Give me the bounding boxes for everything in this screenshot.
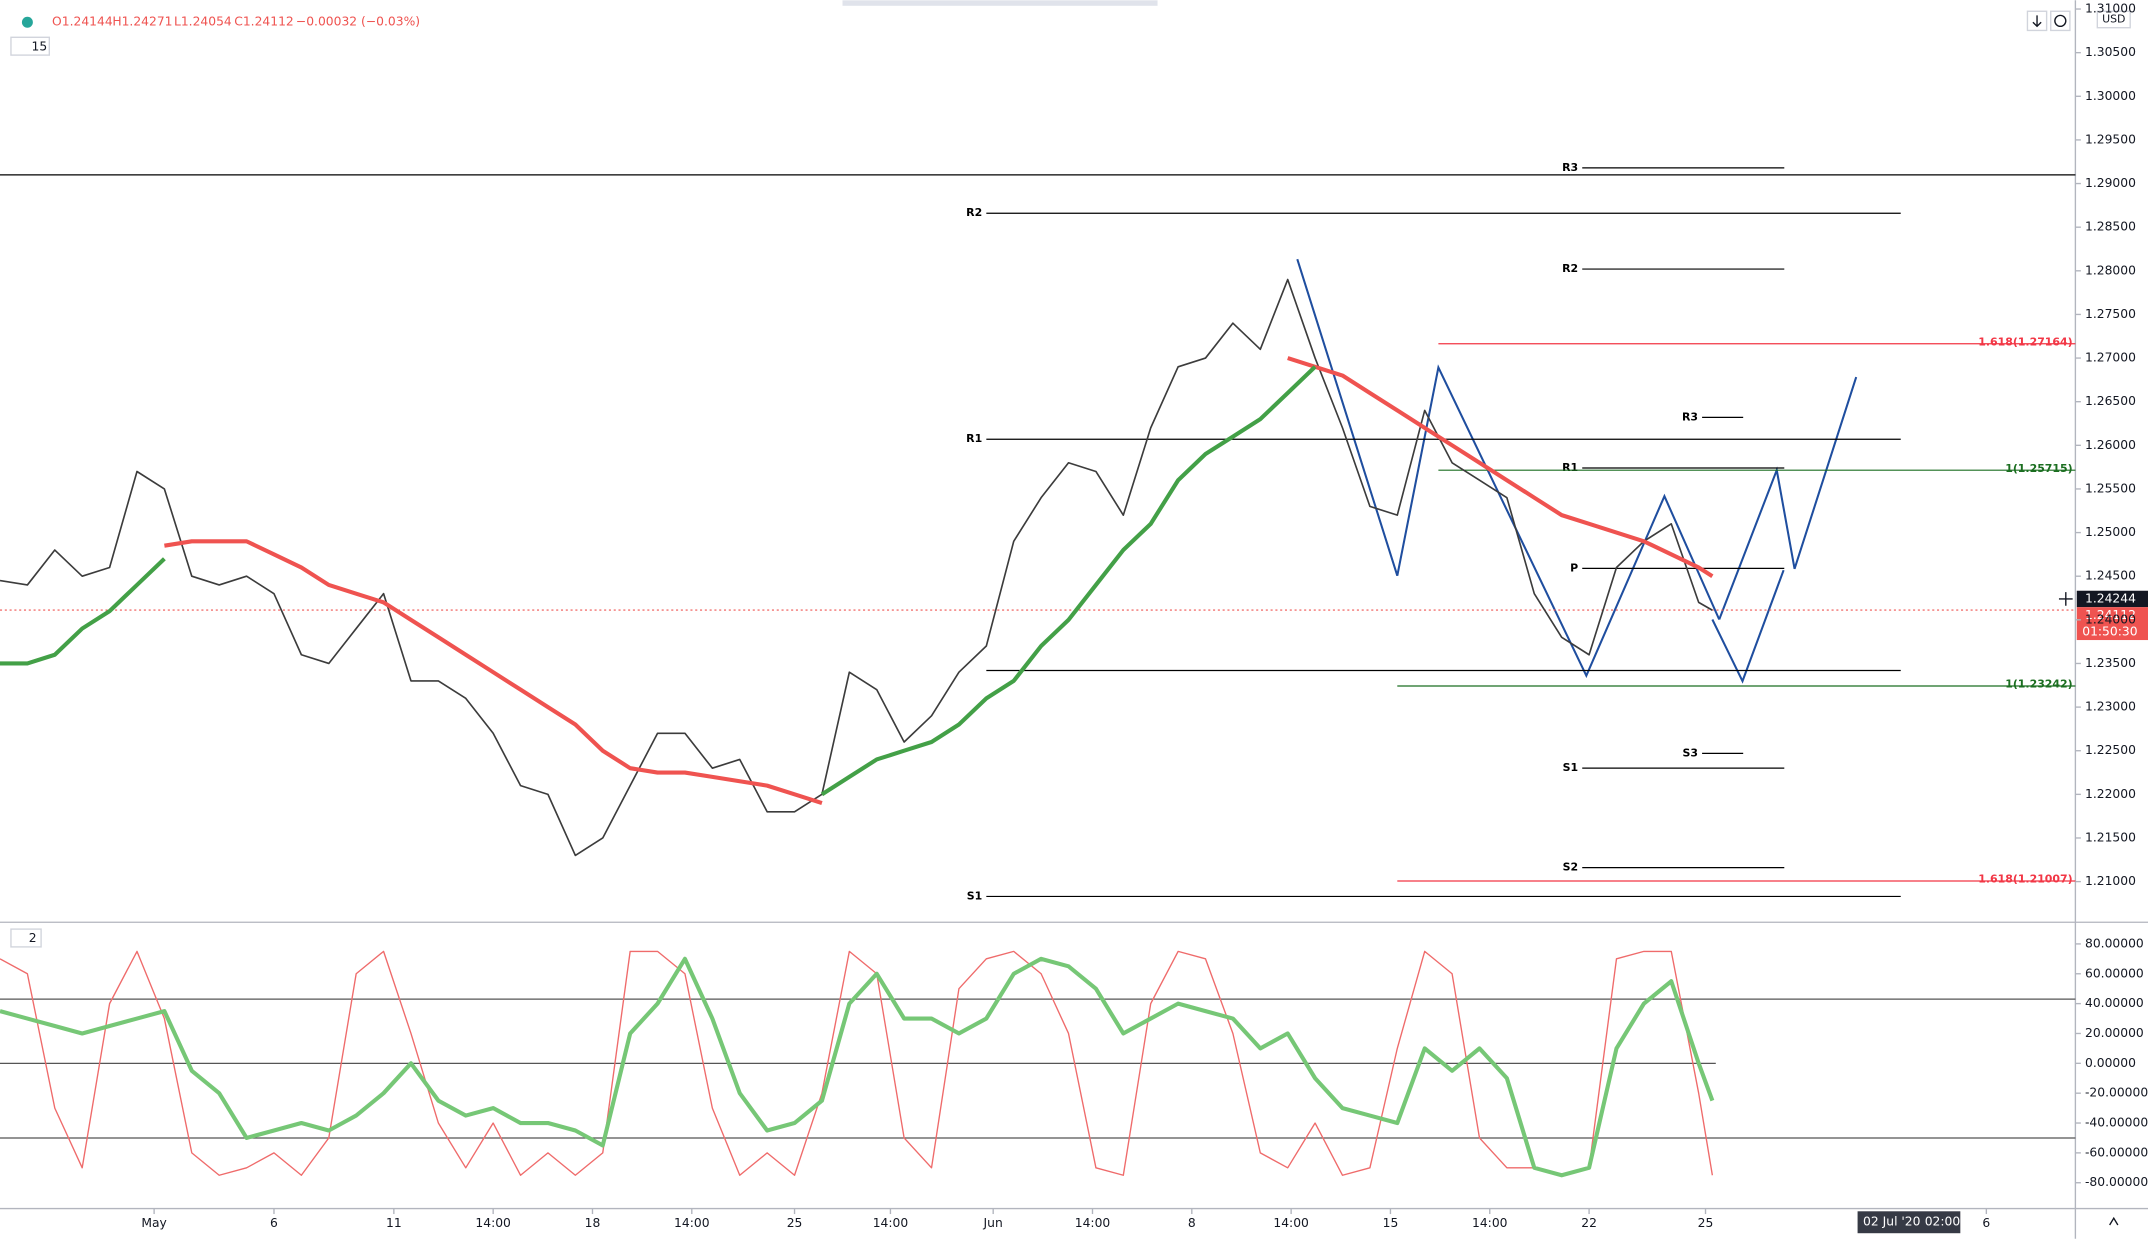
x-tick-label: 14:00 xyxy=(475,1216,511,1230)
top-toolbar-edge xyxy=(842,0,1158,6)
series-line xyxy=(0,365,1317,797)
level-label: R1 xyxy=(1562,461,1578,474)
level-label: 1.618(1.21007) xyxy=(1978,873,2072,886)
pane-toggle[interactable] xyxy=(10,928,42,948)
crosshair-price: 1.24244 xyxy=(2085,591,2136,605)
x-tick-label: 25 xyxy=(787,1216,803,1230)
pattern-drawing xyxy=(1296,258,1858,684)
y-tick-label: 1.23000 xyxy=(2085,700,2136,714)
header-close: C1.24112 xyxy=(234,15,294,29)
x-tick-label: 15 xyxy=(1383,1216,1399,1230)
y-tick-label: -40.00000 xyxy=(2085,1116,2148,1130)
y-tick-label: 1.28500 xyxy=(2085,220,2136,234)
y-tick-label: -80.00000 xyxy=(2085,1175,2148,1189)
zigzag xyxy=(1296,258,1721,679)
series-line xyxy=(164,356,1714,806)
x-tick-label: May xyxy=(141,1216,166,1230)
y-tick-label: 1.21500 xyxy=(2085,830,2136,844)
x-tick-label: 6 xyxy=(270,1216,278,1230)
y-tick-label: 1.28000 xyxy=(2085,263,2136,277)
reset-icon xyxy=(2054,14,2067,28)
y-tick-label: 0.00000 xyxy=(2085,1056,2136,1070)
level-label: R2 xyxy=(966,206,982,219)
currency-button[interactable] xyxy=(2096,10,2131,29)
level-label: R3 xyxy=(1682,410,1698,423)
projection-up xyxy=(1718,376,1858,620)
x-tick-label: 14:00 xyxy=(873,1216,909,1230)
y-tick-label: 1.26000 xyxy=(2085,438,2136,452)
y-tick-label: 1.27000 xyxy=(2085,351,2136,365)
crosshair-price-box xyxy=(2076,590,2148,608)
y-tick-label: 1.29500 xyxy=(2085,132,2136,146)
x-tick-label: 14:00 xyxy=(674,1216,710,1230)
y-tick-label: 1.25500 xyxy=(2085,481,2136,495)
y-tick-label: 1.30500 xyxy=(2085,45,2136,59)
y-tick-label: 1.21000 xyxy=(2085,874,2136,888)
last-price-box xyxy=(2076,607,2148,641)
x-tick-label: 18 xyxy=(585,1216,601,1230)
series-line xyxy=(0,950,1714,1176)
y-tick-label: 60.00000 xyxy=(2085,966,2144,980)
y-tick-label: 1.24500 xyxy=(2085,569,2136,583)
level-label: R3 xyxy=(1562,161,1578,174)
level-label: S1 xyxy=(1563,761,1579,774)
date-marker: 02 Jul '20 xyxy=(1863,1215,1921,1229)
x-tick-label: 14:00 xyxy=(1472,1216,1508,1230)
level-label: 1(1.23242) xyxy=(2005,678,2072,691)
level-label: 1(1.25715) xyxy=(2005,462,2072,475)
time-marker-box xyxy=(1857,1211,1961,1234)
level-label: P xyxy=(1570,561,1578,574)
currency-label: USD xyxy=(2102,12,2125,25)
y-tick-label: 1.31000 xyxy=(2085,2,2136,16)
series-line xyxy=(0,956,1715,1178)
header-high: H1.24271 xyxy=(112,15,172,29)
axis-settings-icon[interactable] xyxy=(2109,1216,2119,1226)
x-tick-label: 25 xyxy=(1698,1216,1714,1230)
y-tick-label: 1.22500 xyxy=(2085,743,2136,757)
scroll-icon xyxy=(2032,15,2042,28)
indicator-count: 15 xyxy=(32,39,48,53)
crosshair-icon xyxy=(2058,592,2073,606)
header-low: L1.24054 xyxy=(174,15,232,29)
time-marker: 02:00 xyxy=(1925,1215,1961,1229)
x-tick-label: 8 xyxy=(1188,1216,1196,1230)
countdown: 01:50:30 xyxy=(2082,624,2137,638)
y-tick-label: 1.26500 xyxy=(2085,394,2136,408)
level-label: S2 xyxy=(1563,861,1579,874)
reset-button[interactable] xyxy=(2050,10,2071,32)
y-tick-label: 1.24000 xyxy=(2085,612,2136,626)
level-label: R1 xyxy=(966,432,982,445)
last-price: 1.24112 xyxy=(2085,608,2136,622)
y-tick-label: 20.00000 xyxy=(2085,1026,2144,1040)
y-tick-label: 1.22000 xyxy=(2085,787,2136,801)
x-tick-label: 22 xyxy=(1581,1216,1597,1230)
y-tick-label: 1.25000 xyxy=(2085,525,2136,539)
y-tick-label: 80.00000 xyxy=(2085,936,2144,950)
x-tick-label: 11 xyxy=(386,1216,402,1230)
x-tick-label: Jun xyxy=(983,1216,1003,1230)
indicator-toggle[interactable] xyxy=(10,36,51,56)
projection-down xyxy=(1711,569,1785,684)
y-tick-label: -60.00000 xyxy=(2085,1145,2148,1159)
y-tick-label: 1.27500 xyxy=(2085,307,2136,321)
y-tick-label: 1.30000 xyxy=(2085,89,2136,103)
y-tick-label: 1.23500 xyxy=(2085,656,2136,670)
y-tick-label: 1.29000 xyxy=(2085,176,2136,190)
y-tick-label: 40.00000 xyxy=(2085,996,2144,1010)
level-label: 1.618(1.27164) xyxy=(1978,335,2072,348)
header-change: −0.00032 (−0.03%) xyxy=(296,15,420,29)
y-tick-label: -20.00000 xyxy=(2085,1086,2148,1100)
x-tick-label: 14:00 xyxy=(1075,1216,1111,1230)
level-label: S3 xyxy=(1682,746,1698,759)
symbol-icon[interactable] xyxy=(21,16,33,28)
x-tick-label: 6 xyxy=(1982,1216,1990,1230)
pane-indicator-count: 2 xyxy=(29,931,37,945)
header-open: O1.24144 xyxy=(52,15,113,29)
level-label: R2 xyxy=(1562,262,1578,275)
level-label: S1 xyxy=(967,889,983,902)
x-tick-label: 14:00 xyxy=(1273,1216,1309,1230)
